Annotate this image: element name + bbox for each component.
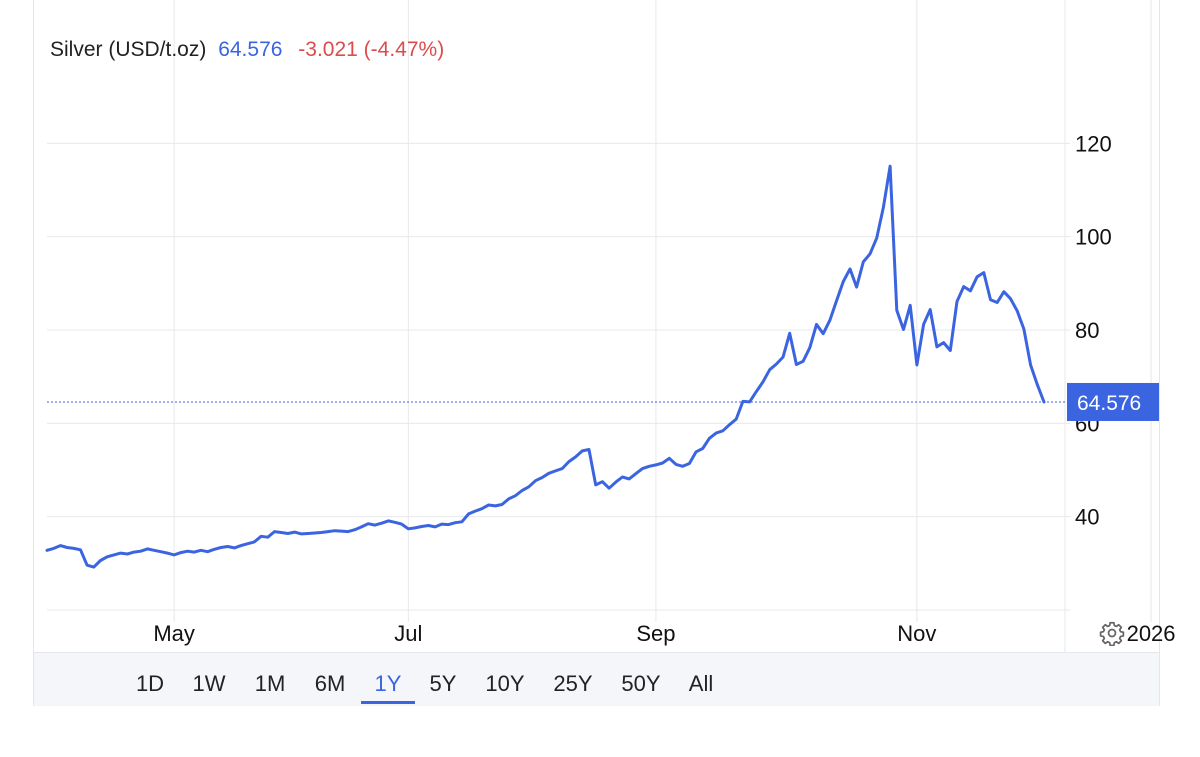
x-tick-label: May (153, 621, 195, 646)
range-button-1w[interactable]: 1W (192, 671, 226, 696)
range-button-25y[interactable]: 25Y (553, 671, 593, 696)
range-button-1m[interactable]: 1M (254, 671, 286, 696)
range-button-1y[interactable]: 1Y (374, 671, 402, 696)
active-range-indicator (361, 701, 415, 704)
range-button-6m[interactable]: 6M (314, 671, 346, 696)
range-selector: 1D 1W 1M 6M 1Y 5Y 10Y 25Y 50Y All (34, 652, 1159, 706)
x-tick-label: 2026 (1127, 621, 1176, 646)
range-button-50y[interactable]: 50Y (621, 671, 661, 696)
x-tick-label: Sep (636, 621, 675, 646)
range-button-5y[interactable]: 5Y (429, 671, 457, 696)
x-axis: MayJulSepNov2026Mar (153, 621, 1176, 646)
series-line-silver[interactable] (45, 164, 1046, 569)
price-change: -3.021 (-4.47%) (298, 38, 445, 61)
x-tick-label: Nov (897, 621, 936, 646)
grid-lines (47, 0, 1152, 652)
range-button-all[interactable]: All (688, 671, 714, 696)
chart-legend: Silver (USD/t.oz) 64.576 -3.021 (-4.47%) (50, 38, 444, 62)
current-price: 64.576 (218, 38, 283, 61)
instrument-name: Silver (USD/t.oz) (50, 38, 207, 61)
y-tick-label: 40 (1075, 505, 1099, 530)
last-price-tag: 64.576 (1067, 382, 1159, 421)
gear-icon[interactable] (1099, 620, 1125, 646)
y-tick-label: 100 (1075, 225, 1112, 250)
last-price-label: 64.576 (1077, 392, 1141, 415)
range-button-1d[interactable]: 1D (135, 671, 165, 696)
y-tick-label: 120 (1075, 131, 1112, 156)
range-button-10y[interactable]: 10Y (485, 671, 525, 696)
y-tick-label: 80 (1075, 318, 1099, 343)
x-tick-label: Jul (394, 621, 422, 646)
